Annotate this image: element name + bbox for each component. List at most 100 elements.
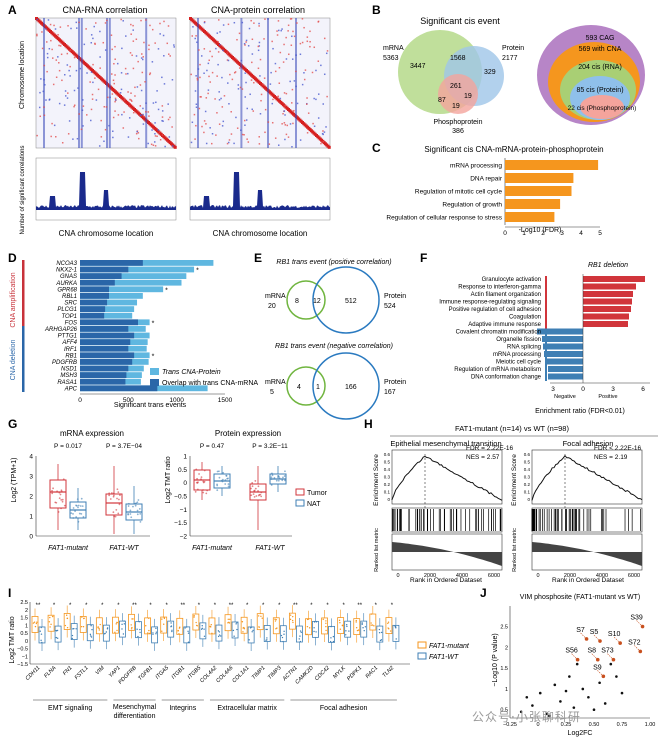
panel-g-prot-mut-tumor-point — [203, 469, 206, 472]
panel-i-point — [283, 630, 285, 633]
heatmap-blue-cell — [221, 76, 223, 79]
panel-d-bar-overlap — [80, 299, 108, 306]
panel-h-right-es-tick-label: 0.3 — [524, 475, 531, 480]
panel-g-prot-wt-nat-point — [275, 479, 278, 482]
panel-i-point — [346, 625, 348, 628]
heatmap-red-cell — [166, 42, 169, 45]
panel-i-point — [121, 623, 123, 626]
legend-overlap-swatch — [150, 379, 159, 386]
heatmap-blue-cell — [76, 137, 79, 140]
panel-d-bar-trans — [80, 286, 164, 293]
panel-i-point — [387, 621, 390, 623]
panel-f-bar-negative — [543, 343, 583, 350]
panel-i-point — [251, 631, 253, 633]
heatmap-red-cell — [283, 122, 286, 124]
panel-i-point — [201, 627, 204, 630]
panel-i-point — [163, 617, 166, 620]
heatmap-red-cell — [46, 70, 48, 73]
panel-i-point — [130, 628, 133, 630]
panel-h-left-es-tick-label: 0.3 — [384, 475, 391, 480]
heatmap-red-cell — [282, 61, 285, 63]
panel-i-point — [155, 633, 157, 635]
heatmap-blue-cell — [173, 46, 175, 48]
panel-c-x-tick-label: 2 — [541, 230, 545, 237]
panel-h-title: FAT1-mutant (n=14) vs WT (n=98) — [455, 424, 569, 433]
panel-c-category-label: Regulation of mitotic cell cycle — [415, 189, 502, 196]
panel-g-mrna-mut-tumor-point — [60, 499, 63, 501]
panel-i-point — [315, 631, 317, 633]
venn-mrna-total: 5363 — [383, 55, 399, 62]
heatmap-red-cell — [102, 41, 105, 44]
panel-i-gene-label: ITGA5 — [155, 665, 171, 681]
panel-i-point — [289, 618, 292, 621]
panel-i-point — [361, 623, 363, 625]
heatmap-red-cell — [49, 23, 52, 26]
heatmap-blue-cell — [120, 72, 123, 74]
panel-j-x-tick-label: 0 — [536, 722, 539, 728]
panel-j-site-point — [611, 657, 616, 662]
panel-i-point — [387, 622, 389, 625]
panel-d-bar-overlap — [80, 319, 138, 326]
panel-i-point — [161, 618, 163, 620]
venn-e-pos-mrna-name: mRNA — [265, 293, 286, 300]
panel-i-star: * — [166, 603, 169, 609]
heatmap-red-cell — [112, 116, 115, 119]
panel-g-charts: 4 3 2 1 0 1 0.5 0 −0.5 −1 −1.5 −2 — [29, 454, 292, 541]
panel-g-mrna-wt-tumor-point — [110, 492, 113, 494]
heatmap-red-cell — [161, 134, 164, 136]
panel-i-gene-label: FLNA — [43, 665, 57, 679]
panel-i-gene-label: TGFB1 — [137, 665, 154, 682]
panel-d-x-tick-label: 500 — [123, 397, 134, 404]
heatmap-blue-cell — [237, 84, 240, 86]
panel-d-gene-label: SRC — [64, 301, 77, 307]
panel-c-xlabel: -Log10 (FDR) — [519, 227, 562, 234]
heatmap-red-cell — [243, 119, 246, 122]
panel-g-mrna-mut-nat-point — [77, 506, 79, 509]
heatmap-red-cell — [296, 22, 298, 24]
heatmap-blue-cell — [171, 79, 174, 81]
panel-d-gene-label: MSH3 — [60, 373, 77, 379]
heatmap-red-cell — [233, 71, 236, 74]
panel-h-ylabel-metric-1: Ranked list metric — [374, 528, 380, 572]
panel-g-prot-wt-tumor-point — [254, 480, 257, 482]
panel-c: C Significant cis CNA-mRNA-protein-phosp… — [372, 141, 604, 237]
panel-i-point — [131, 626, 133, 629]
heatmap-blue-cell — [93, 25, 95, 28]
panel-i-point — [282, 640, 284, 643]
heatmap-blue-cell — [135, 55, 138, 57]
panel-h-left-es-curve — [391, 455, 503, 501]
heatmap-blue-cell — [64, 73, 66, 76]
panel-d-x-tick-label: 1500 — [218, 397, 233, 404]
heatmap-red-cell — [247, 141, 250, 143]
heatmap-blue-cell — [211, 132, 214, 135]
panel-f-category-label: Adaptive immune response — [468, 322, 541, 328]
panel-b: B Significant cis event mRNA 5363 3447 P… — [372, 3, 645, 135]
heatmap-blue-cell — [68, 120, 71, 122]
heatmap-red-cell — [252, 110, 255, 112]
heatmap-red-cell — [201, 125, 203, 128]
panel-d-bar-overlap — [80, 273, 122, 279]
panel-g-mrna-mut-tumor-point — [59, 493, 62, 496]
heatmap-red-cell — [278, 82, 281, 84]
panel-g-prot-wt-tumor-point — [260, 491, 263, 494]
venn-mrna-name: mRNA — [383, 45, 404, 52]
heatmap-red-cell — [279, 51, 282, 54]
heatmap-blue-cell — [320, 64, 322, 67]
panel-i-star: * — [101, 603, 104, 609]
heatmap-red-cell — [198, 49, 200, 51]
panel-i-box-wt — [199, 622, 207, 640]
panel-g-prot-mut-nat-point — [222, 471, 225, 474]
heatmap-red-cell — [123, 111, 125, 113]
heatmap-red-cell — [36, 33, 38, 36]
panel-i-point — [155, 631, 158, 633]
panel-d-bar-overlap — [80, 332, 135, 339]
heatmap-red-cell — [58, 69, 61, 72]
panel-d-gene-label: ARHGAP26 — [44, 327, 78, 333]
heatmap-red-cell — [228, 139, 231, 141]
panel-h-left-es-frame — [391, 449, 503, 505]
panel-i-point — [90, 635, 92, 637]
panel-h-left-title: Epithelial mesenchymal transition — [390, 439, 501, 448]
panel-j-xlabel: Log2FC — [568, 730, 593, 737]
venn-e-pos-protein — [312, 266, 380, 334]
panel-j-point — [609, 662, 613, 666]
